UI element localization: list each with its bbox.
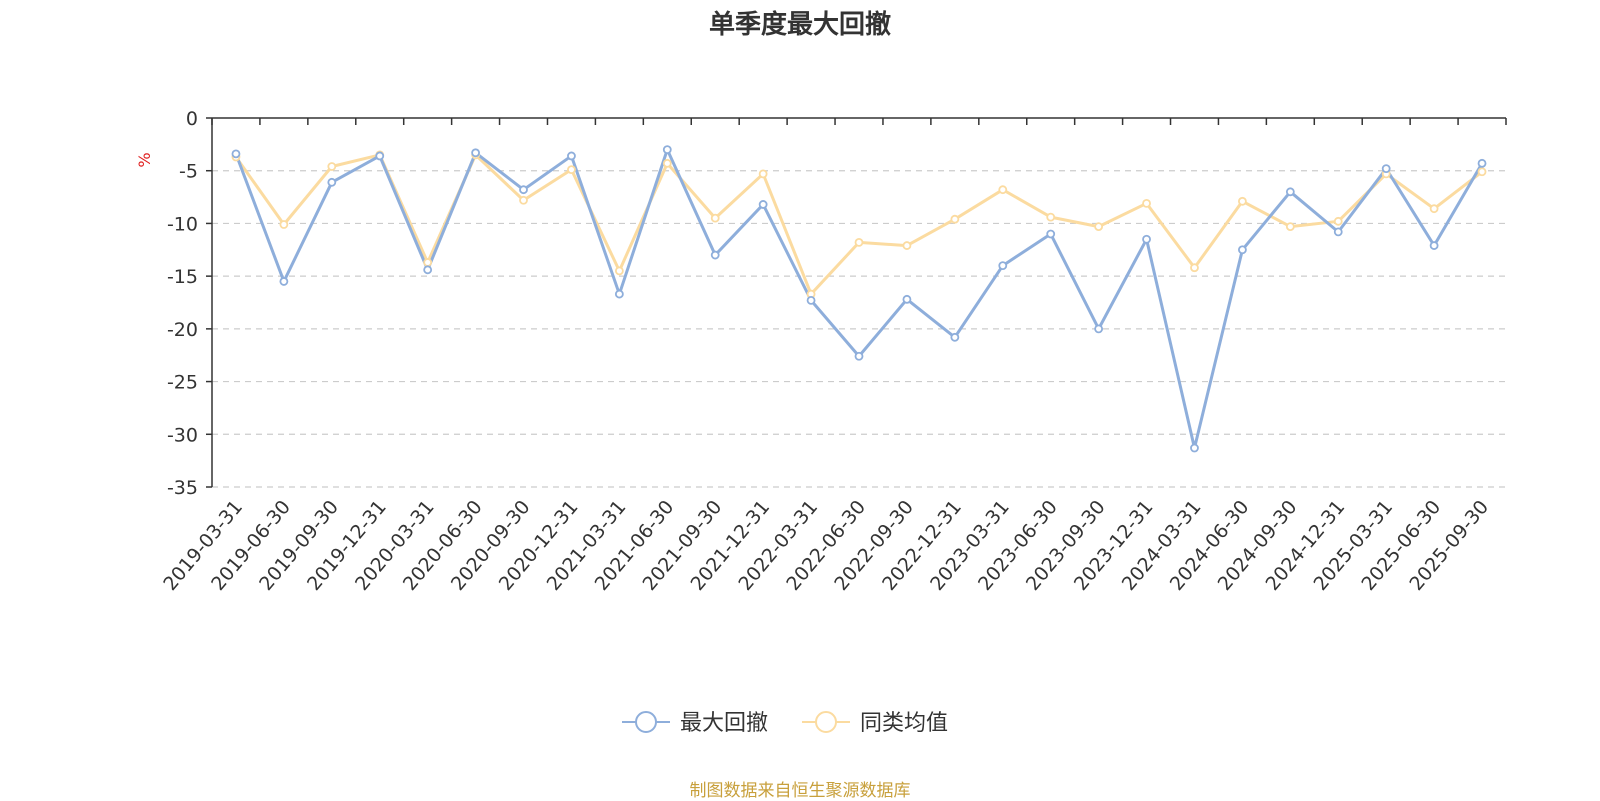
data-point[interactable] [950, 214, 960, 224]
y-tick-label: -15 [167, 266, 198, 288]
y-tick-label: -10 [167, 213, 198, 235]
data-point[interactable] [710, 250, 720, 260]
data-point[interactable] [423, 258, 433, 267]
data-point[interactable] [1238, 245, 1247, 255]
data-point[interactable] [519, 185, 528, 195]
data-point[interactable] [854, 238, 864, 247]
series-lines [231, 145, 1487, 453]
y-tick-labels: 0 -5 -10 -15 -20 -25 -30 -35 [167, 108, 198, 499]
data-point[interactable] [998, 261, 1008, 271]
source-note: 制图数据来自恒生聚源数据库 [689, 781, 911, 801]
data-point[interactable] [1477, 158, 1487, 168]
data-point[interactable] [1285, 187, 1295, 197]
legend: 最大回撤 同类均值 [622, 711, 948, 736]
data-point[interactable] [1333, 227, 1343, 237]
data-point[interactable] [1333, 216, 1343, 226]
data-point[interactable] [1285, 222, 1295, 231]
data-point[interactable] [1190, 443, 1199, 453]
data-point[interactable] [519, 195, 528, 205]
series-line-1 [234, 153, 1483, 296]
y-tick-label: -30 [167, 424, 198, 446]
data-point[interactable] [806, 295, 816, 305]
legend-label[interactable]: 同类均值 [860, 711, 948, 736]
data-point[interactable] [1477, 167, 1487, 177]
data-point[interactable] [710, 213, 720, 223]
y-tick-label: -5 [179, 161, 198, 183]
data-point[interactable] [614, 266, 624, 276]
y-tick-label: 0 [186, 108, 198, 130]
data-point[interactable] [471, 148, 480, 158]
data-point[interactable] [1238, 196, 1247, 206]
y-tick-label: -25 [167, 372, 198, 394]
x-tick-labels: 2019-03-312019-06-302019-09-302019-12-31… [159, 496, 1493, 595]
axes [206, 117, 1507, 488]
data-point[interactable] [279, 220, 289, 229]
data-point[interactable] [567, 151, 576, 161]
legend-marker[interactable] [635, 711, 657, 733]
data-point[interactable] [902, 241, 912, 250]
data-point[interactable] [231, 149, 241, 159]
legend-label[interactable]: 最大回撤 [680, 711, 768, 736]
data-point[interactable] [758, 169, 768, 179]
data-point[interactable] [1046, 229, 1056, 239]
y-tick-label: -20 [167, 319, 198, 341]
data-point[interactable] [327, 162, 337, 171]
legend-marker[interactable] [815, 711, 837, 733]
data-point[interactable] [279, 277, 289, 286]
data-point[interactable] [327, 177, 337, 187]
data-point[interactable] [950, 332, 960, 342]
chart-title: 单季度最大回撤 [708, 10, 891, 40]
data-point[interactable] [1429, 204, 1439, 214]
data-point[interactable] [614, 289, 624, 299]
data-point[interactable] [1381, 164, 1391, 174]
data-point[interactable] [662, 145, 672, 155]
data-point[interactable] [567, 165, 576, 175]
data-point[interactable] [758, 200, 768, 209]
data-point[interactable] [902, 294, 912, 304]
data-point[interactable] [1429, 241, 1439, 250]
data-point[interactable] [1142, 234, 1151, 244]
data-point[interactable] [1094, 222, 1104, 231]
data-point[interactable] [662, 158, 672, 168]
data-point[interactable] [375, 151, 385, 161]
data-point[interactable] [998, 185, 1008, 195]
data-point[interactable] [1094, 324, 1104, 334]
data-point[interactable] [1046, 212, 1056, 222]
y-tick-label: -35 [167, 477, 198, 499]
series-line-0 [234, 148, 1484, 450]
data-point[interactable] [423, 265, 433, 275]
data-point[interactable] [1190, 263, 1199, 273]
data-point[interactable] [854, 351, 864, 361]
y-unit-label: % [135, 152, 154, 167]
data-point[interactable] [1142, 198, 1151, 208]
